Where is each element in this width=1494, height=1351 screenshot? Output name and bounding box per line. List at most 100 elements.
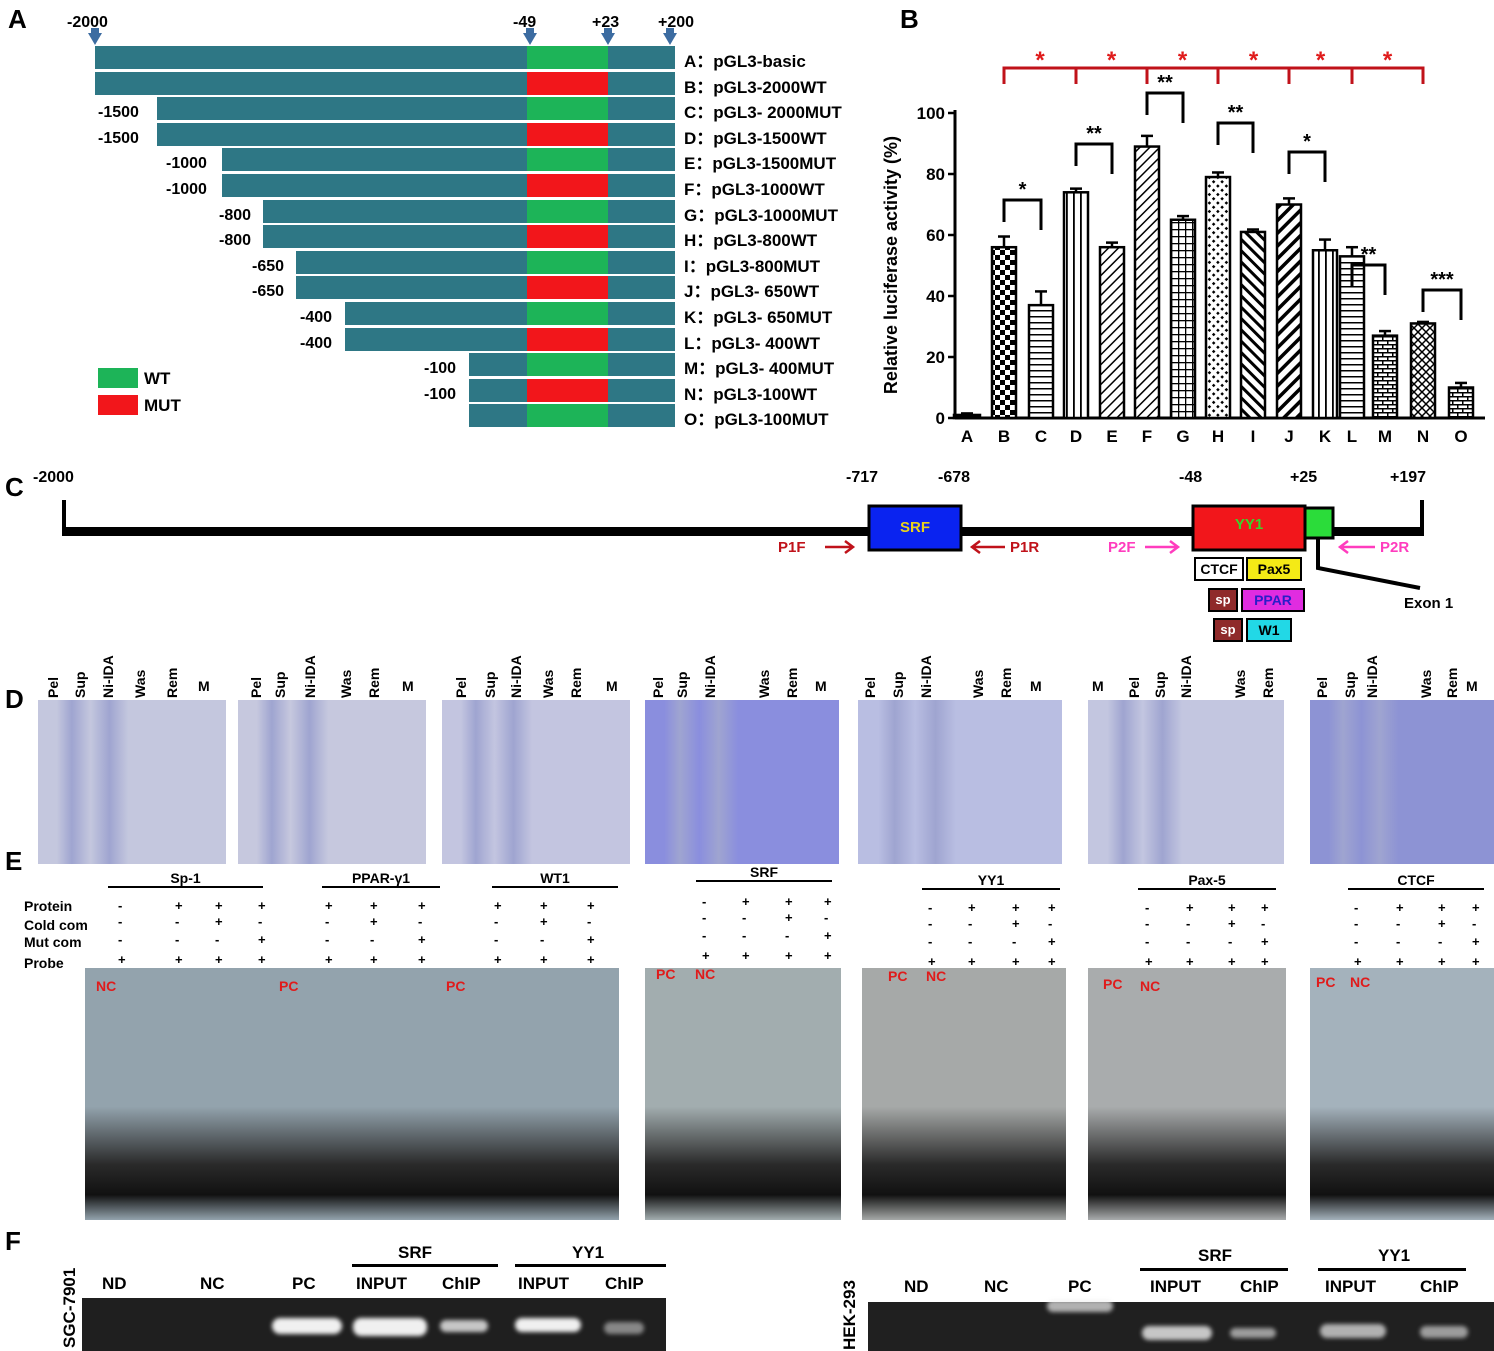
bar-h — [1204, 175, 1232, 420]
lane-label: Was — [540, 669, 556, 698]
emsa-condition-mark: + — [1186, 900, 1194, 915]
emsa-condition-mark: - — [928, 900, 933, 915]
panel-label-b: B — [900, 4, 919, 34]
construct-bar — [296, 250, 675, 274]
emsa-condition-mark: + — [325, 952, 333, 967]
bar-b — [990, 245, 1018, 420]
panel-label-d: D — [5, 684, 24, 714]
emsa-condition-mark: - — [742, 910, 747, 925]
mut-region — [527, 225, 608, 249]
bar-o — [1447, 386, 1475, 420]
panel-label-c: C — [5, 472, 24, 502]
emsa-condition-mark: + — [370, 914, 378, 929]
primer-p2r: P2R — [1380, 539, 1410, 556]
emsa-condition-mark: + — [1438, 916, 1446, 931]
significance-bracket — [1074, 142, 1114, 174]
emsa-title: YY1 — [922, 872, 1060, 890]
emsa-condition-mark: + — [215, 898, 223, 913]
emsa-condition-mark: - — [215, 932, 220, 947]
x-tick-label: L — [1347, 427, 1357, 446]
coord-label: -678 — [938, 469, 971, 486]
group-significance-mark: * — [1383, 47, 1393, 74]
construct-bar — [157, 97, 675, 121]
construct-start-coord: -1500 — [98, 104, 139, 122]
coomassie-gel — [858, 700, 1062, 864]
positive-control-label: PC — [656, 966, 676, 982]
emsa-condition-mark: - — [325, 914, 330, 929]
coord-label: -2000 — [33, 469, 74, 486]
emsa-condition-mark: - — [494, 914, 499, 929]
construct-start-coord: -800 — [219, 206, 252, 224]
emsa-condition-mark: + — [702, 948, 710, 963]
chip-group-label: SRF — [1198, 1246, 1232, 1265]
emsa-condition-mark: + — [1354, 954, 1362, 969]
lane-label: Was — [756, 669, 772, 698]
emsa-condition-mark: + — [968, 954, 976, 969]
emsa-condition-mark: - — [494, 932, 499, 947]
lane-label: Ni-IDA — [702, 655, 718, 698]
construct-start-coord: -400 — [300, 309, 333, 326]
chip-lane-label: ChIP — [1420, 1277, 1459, 1296]
emsa-condition-mark: + — [215, 914, 223, 929]
emsa-condition-mark: + — [1228, 954, 1236, 969]
emsa-condition-mark: - — [1396, 934, 1401, 949]
emsa-condition-mark: + — [1048, 954, 1056, 969]
construct-bar — [263, 225, 675, 249]
lane-label: Sup — [890, 671, 906, 698]
emsa-title: Pax-5 — [1138, 872, 1276, 890]
lane-label: Was — [1418, 669, 1434, 698]
negative-control-label: NC — [1350, 974, 1371, 990]
coord-label: -48 — [1179, 469, 1203, 486]
x-tick-label: G — [1176, 427, 1189, 446]
panel-label-e: E — [5, 846, 23, 876]
positive-control-label: PC — [279, 978, 299, 994]
construct-start-coord: -1500 — [98, 129, 139, 147]
emsa-condition-mark: - — [118, 914, 123, 929]
lane-label: M — [606, 678, 618, 694]
factor-ppar: PPAR — [1241, 588, 1305, 612]
emsa-condition-mark: - — [175, 914, 180, 929]
x-tick-label: A — [961, 427, 973, 446]
coomassie-gel — [1310, 700, 1494, 864]
chip-lane-label: ChIP — [1240, 1277, 1279, 1296]
coomassie-gel — [238, 700, 426, 864]
lane-label: Rem — [164, 667, 180, 698]
emsa-condition-mark: - — [1354, 934, 1359, 949]
emsa-condition-mark: - — [370, 932, 375, 947]
promoter-line — [62, 500, 1424, 590]
emsa-condition-mark: + — [370, 898, 378, 913]
lane-label: Rem — [366, 667, 382, 698]
legend-mut-swatch — [98, 395, 138, 415]
chip-lane-label: PC — [292, 1274, 316, 1293]
mut-region — [527, 71, 608, 95]
chip-lane-label: INPUT — [518, 1274, 569, 1293]
lane-label: Pel — [862, 676, 878, 698]
lane-label: M — [1030, 678, 1042, 694]
emsa-condition-mark: + — [824, 928, 832, 943]
emsa-row-label: Cold com — [24, 917, 88, 933]
y-tick-label: 0 — [936, 409, 945, 428]
y-tick-label: 100 — [917, 104, 945, 123]
emsa-title: PPAR-γ1 — [322, 870, 440, 888]
negative-control-label: NC — [695, 966, 716, 982]
lane-label: M — [402, 678, 414, 694]
emsa-condition-mark: + — [1261, 900, 1269, 915]
mut-region — [527, 276, 608, 300]
chip-lane-label: ChIP — [442, 1274, 481, 1293]
emsa-condition-mark: + — [1186, 954, 1194, 969]
construct-bar — [222, 174, 675, 197]
lane-label: Was — [338, 669, 354, 698]
primer-p1f: P1F — [778, 539, 806, 556]
lane-label: M — [1092, 678, 1104, 694]
bar-e — [1098, 245, 1126, 420]
emsa-condition-mark: + — [785, 894, 793, 909]
emsa-condition-mark: - — [118, 898, 123, 913]
lane-label: Was — [970, 669, 986, 698]
coord-top: -49 — [513, 14, 537, 31]
chip-group-label: YY1 — [1378, 1246, 1411, 1265]
emsa-condition-mark: - — [1261, 916, 1266, 931]
construct-start-coord: -100 — [424, 360, 457, 378]
chip-lane-label: ND — [102, 1274, 127, 1293]
emsa-title: CTCF — [1348, 872, 1484, 890]
dna-band — [1142, 1326, 1212, 1340]
